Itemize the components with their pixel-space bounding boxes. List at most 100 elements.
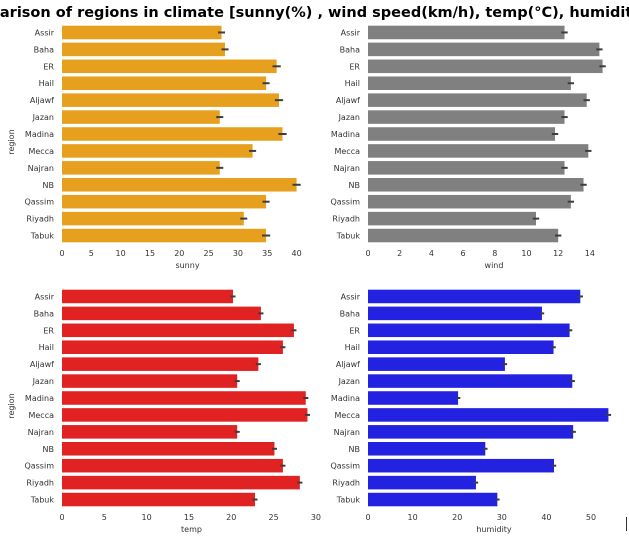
temp-bar [62,391,306,405]
humidity-x-tick-label: 10 [408,513,418,522]
humidity-bar [368,425,574,439]
region-tick-label: Tabuk [30,232,55,241]
sunny-bar [62,93,279,107]
sunny-x-tick-label: 25 [204,249,214,258]
region-tick-label: Hail [345,343,360,352]
humidity-bar [368,340,554,354]
region-tick-label: Mecca [28,411,54,420]
wind-bar [368,144,589,158]
humidity-bar [368,323,570,338]
region-tick-label: Jazan [338,113,360,122]
region-tick-label: Baha [340,45,360,54]
temp-bar [62,442,275,456]
wind-x-tick-label: 2 [397,249,402,258]
region-tick-label: Riyadh [26,479,54,488]
temp-chart: Assir Baha ER Hail Aljawf Jazan Madina Mecca Naj… [7,289,321,534]
region-tick-label: Jazan [32,377,54,386]
wind-x-tick-label: 0 [365,249,370,258]
wind-bar [368,178,584,192]
region-tick-label: Tabuk [336,232,361,241]
wind-bar [368,42,600,57]
sunny-bar [62,178,297,192]
sunny-bar [62,42,226,57]
region-tick-label: Aljawf [30,96,54,105]
wind-x-tick-label: 4 [429,249,434,258]
region-tick-label: Baha [340,309,360,318]
sunny-bar [62,25,222,40]
region-tick-label: Madina [331,130,360,139]
wind-bar [368,59,603,74]
region-tick-label: Madina [25,130,54,139]
humidity-bar [368,408,609,422]
wind-x-tick-label: 6 [461,249,466,258]
region-tick-label: Qassim [24,462,54,471]
temp-bar [62,306,261,321]
region-tick-label: Mecca [334,411,360,420]
wind-x-tick-label: 14 [585,249,595,258]
region-tick-label: Hail [39,79,54,88]
temp-y-axis-label: region [7,393,16,418]
humidity-x-tick-label: 40 [541,513,551,522]
sunny-x-tick-label: 5 [89,249,94,258]
temp-bar [62,374,238,388]
region-tick-label: Tabuk [336,496,361,505]
region-tick-label: Najran [334,164,360,173]
sunny-x-tick-label: 35 [262,249,272,258]
charts-grid: Assir Baha ER Hail Aljawf Jazan Madina Mecca Naj… [7,25,612,534]
region-tick-label: Riyadh [332,479,360,488]
humidity-bar [368,492,498,507]
sunny-x-tick-label: 10 [116,249,126,258]
region-tick-label: NB [43,445,54,454]
wind-bar [368,25,565,40]
region-tick-label: Madina [25,394,54,403]
region-tick-label: Jazan [32,113,54,122]
region-tick-label: NB [349,445,360,454]
sunny-bar [62,194,267,209]
temp-bar [62,357,259,371]
humidity-bar [368,374,573,388]
region-tick-label: ER [349,326,360,335]
region-tick-label: Assir [35,292,55,301]
humidity-x-tick-label: 30 [497,513,507,522]
humidity-x-axis-label: humidity [476,525,512,534]
wind-x-axis-label: wind [485,261,504,270]
region-tick-label: Aljawf [336,360,360,369]
temp-x-tick-label: 5 [102,513,107,522]
wind-x-tick-label: 12 [553,249,563,258]
sunny-y-axis-label: region [7,129,16,154]
region-tick-label: Baha [34,45,54,54]
sunny-bar [62,127,283,141]
wind-bar [368,110,565,124]
region-tick-label: Aljawf [336,96,360,105]
region-tick-label: Najran [28,428,54,437]
wind-bar [368,211,536,226]
region-tick-label: Mecca [334,147,360,156]
temp-bar [62,425,238,439]
temp-bar [62,323,294,338]
sunny-x-tick-label: 0 [59,249,64,258]
wind-chart: Assir Baha ER Hail Aljawf Jazan Madina Mecca Naj… [330,25,606,270]
temp-x-axis-label: temp [181,525,202,534]
sunny-bar [62,161,220,175]
region-tick-label: Madina [331,394,360,403]
temp-x-tick-label: 30 [311,513,321,522]
sunny-bar [62,144,253,158]
temp-x-tick-label: 25 [269,513,279,522]
region-tick-label: Hail [39,343,54,352]
temp-bar [62,289,233,304]
temp-bar [62,492,255,507]
figure-title: Comparison of regions in climate [sunny(… [0,5,629,21]
sunny-x-tick-label: 40 [291,249,301,258]
humidity-x-tick-label: 50 [586,513,596,522]
temp-bar [62,408,308,422]
temp-x-tick-label: 15 [184,513,194,522]
humidity-x-tick-label: 20 [452,513,462,522]
wind-x-tick-label: 8 [492,249,497,258]
region-tick-label: Aljawf [30,360,54,369]
humidity-bar [368,306,542,321]
humidity-bar [368,442,486,456]
wind-bar [368,76,571,90]
region-tick-label: Mecca [28,147,54,156]
temp-x-tick-label: 0 [59,513,64,522]
temp-bar [62,340,283,354]
